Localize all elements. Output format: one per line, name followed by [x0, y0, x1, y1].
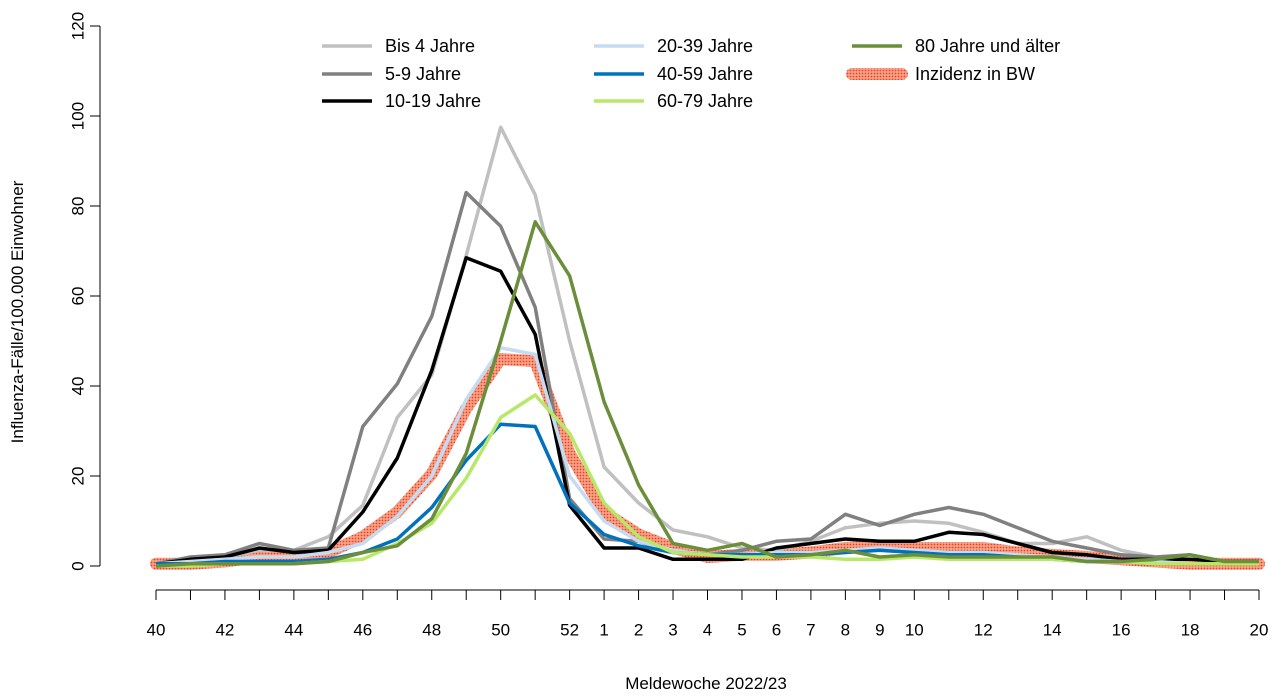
x-tick-label: 40 — [147, 621, 166, 640]
y-tick-label: 80 — [69, 197, 88, 216]
series-line-inzidenz-in-bw — [150, 353, 1265, 570]
x-tick-label: 2 — [634, 621, 643, 640]
legend-item-20-39-jahre: 20-39 Jahre — [594, 36, 753, 56]
x-tick-label: 18 — [1181, 621, 1200, 640]
x-tick-label: 5 — [737, 621, 746, 640]
legend-label: 80 Jahre und älter — [915, 36, 1060, 56]
x-tick-label: 42 — [215, 621, 234, 640]
x-tick-label: 20 — [1250, 621, 1269, 640]
legend-item-40-59-jahre: 40-59 Jahre — [594, 64, 753, 84]
x-tick-label: 48 — [422, 621, 441, 640]
x-axis-ticks: 40 42 44 46 48 50 52 1 2 3 4 5 6 7 8 9 10 12 14 16 18 20 — [147, 590, 1269, 640]
series-line-10-19-jahre — [155, 256, 1259, 566]
legend-label: 60-79 Jahre — [657, 91, 753, 111]
x-tick-label: 7 — [806, 621, 815, 640]
x-tick-label: 16 — [1112, 621, 1131, 640]
legend-item-bis-4-jahre: Bis 4 Jahre — [322, 36, 475, 56]
x-tick-label: 46 — [353, 621, 372, 640]
x-tick-label: 9 — [875, 621, 884, 640]
y-tick-label: 60 — [69, 287, 88, 306]
x-tick-label: 52 — [560, 621, 579, 640]
legend-item-5-9-jahre: 5-9 Jahre — [322, 64, 461, 84]
x-tick-label: 4 — [703, 621, 712, 640]
y-tick-label: 0 — [69, 561, 88, 570]
x-tick-label: 8 — [841, 621, 850, 640]
plot-lines — [150, 125, 1265, 570]
legend-item-10-19-jahre: 10-19 Jahre — [322, 91, 481, 111]
x-tick-label: 10 — [905, 621, 924, 640]
legend-label: Bis 4 Jahre — [385, 36, 475, 56]
y-tick-label: 100 — [69, 102, 88, 130]
y-tick-label: 20 — [69, 467, 88, 486]
x-tick-label: 12 — [974, 621, 993, 640]
legend-label: 20-39 Jahre — [657, 36, 753, 56]
series-line-80-jahre-und-aelter — [155, 220, 1259, 568]
legend-item-80-jahre-und-aelter: 80 Jahre und älter — [852, 36, 1060, 56]
series-line-40-59-jahre — [156, 422, 1259, 566]
x-tick-label: 3 — [668, 621, 677, 640]
x-tick-label: 44 — [284, 621, 303, 640]
y-tick-label: 40 — [69, 377, 88, 396]
x-tick-label: 1 — [599, 621, 608, 640]
y-tick-label: 120 — [69, 12, 88, 40]
legend-label: 10-19 Jahre — [385, 91, 481, 111]
legend-item-inzidenz-in-bw: Inzidenz in BW — [846, 64, 1035, 84]
y-axis-title: Influenza-Fälle/100.000 Einwohner — [8, 180, 27, 443]
x-tick-label: 50 — [491, 621, 510, 640]
legend-label: 40-59 Jahre — [657, 64, 753, 84]
x-tick-label: 6 — [772, 621, 781, 640]
series-line-20-39-jahre — [155, 346, 1259, 566]
legend-label: 5-9 Jahre — [385, 64, 461, 84]
series-line-bis-4-jahre — [155, 125, 1259, 566]
x-tick-label: 14 — [1043, 621, 1062, 640]
legend: Bis 4 Jahre 5-9 Jahre 10-19 Jahre 20-39 Jah… — [322, 36, 1060, 111]
legend-item-60-79-jahre: 60-79 Jahre — [594, 91, 753, 111]
y-axis-ticks: 0 20 40 60 80 100 120 — [69, 12, 100, 571]
legend-label: Inzidenz in BW — [915, 64, 1035, 84]
x-axis-title: Meldewoche 2022/23 — [625, 674, 787, 693]
series-line-5-9-jahre — [155, 190, 1260, 566]
